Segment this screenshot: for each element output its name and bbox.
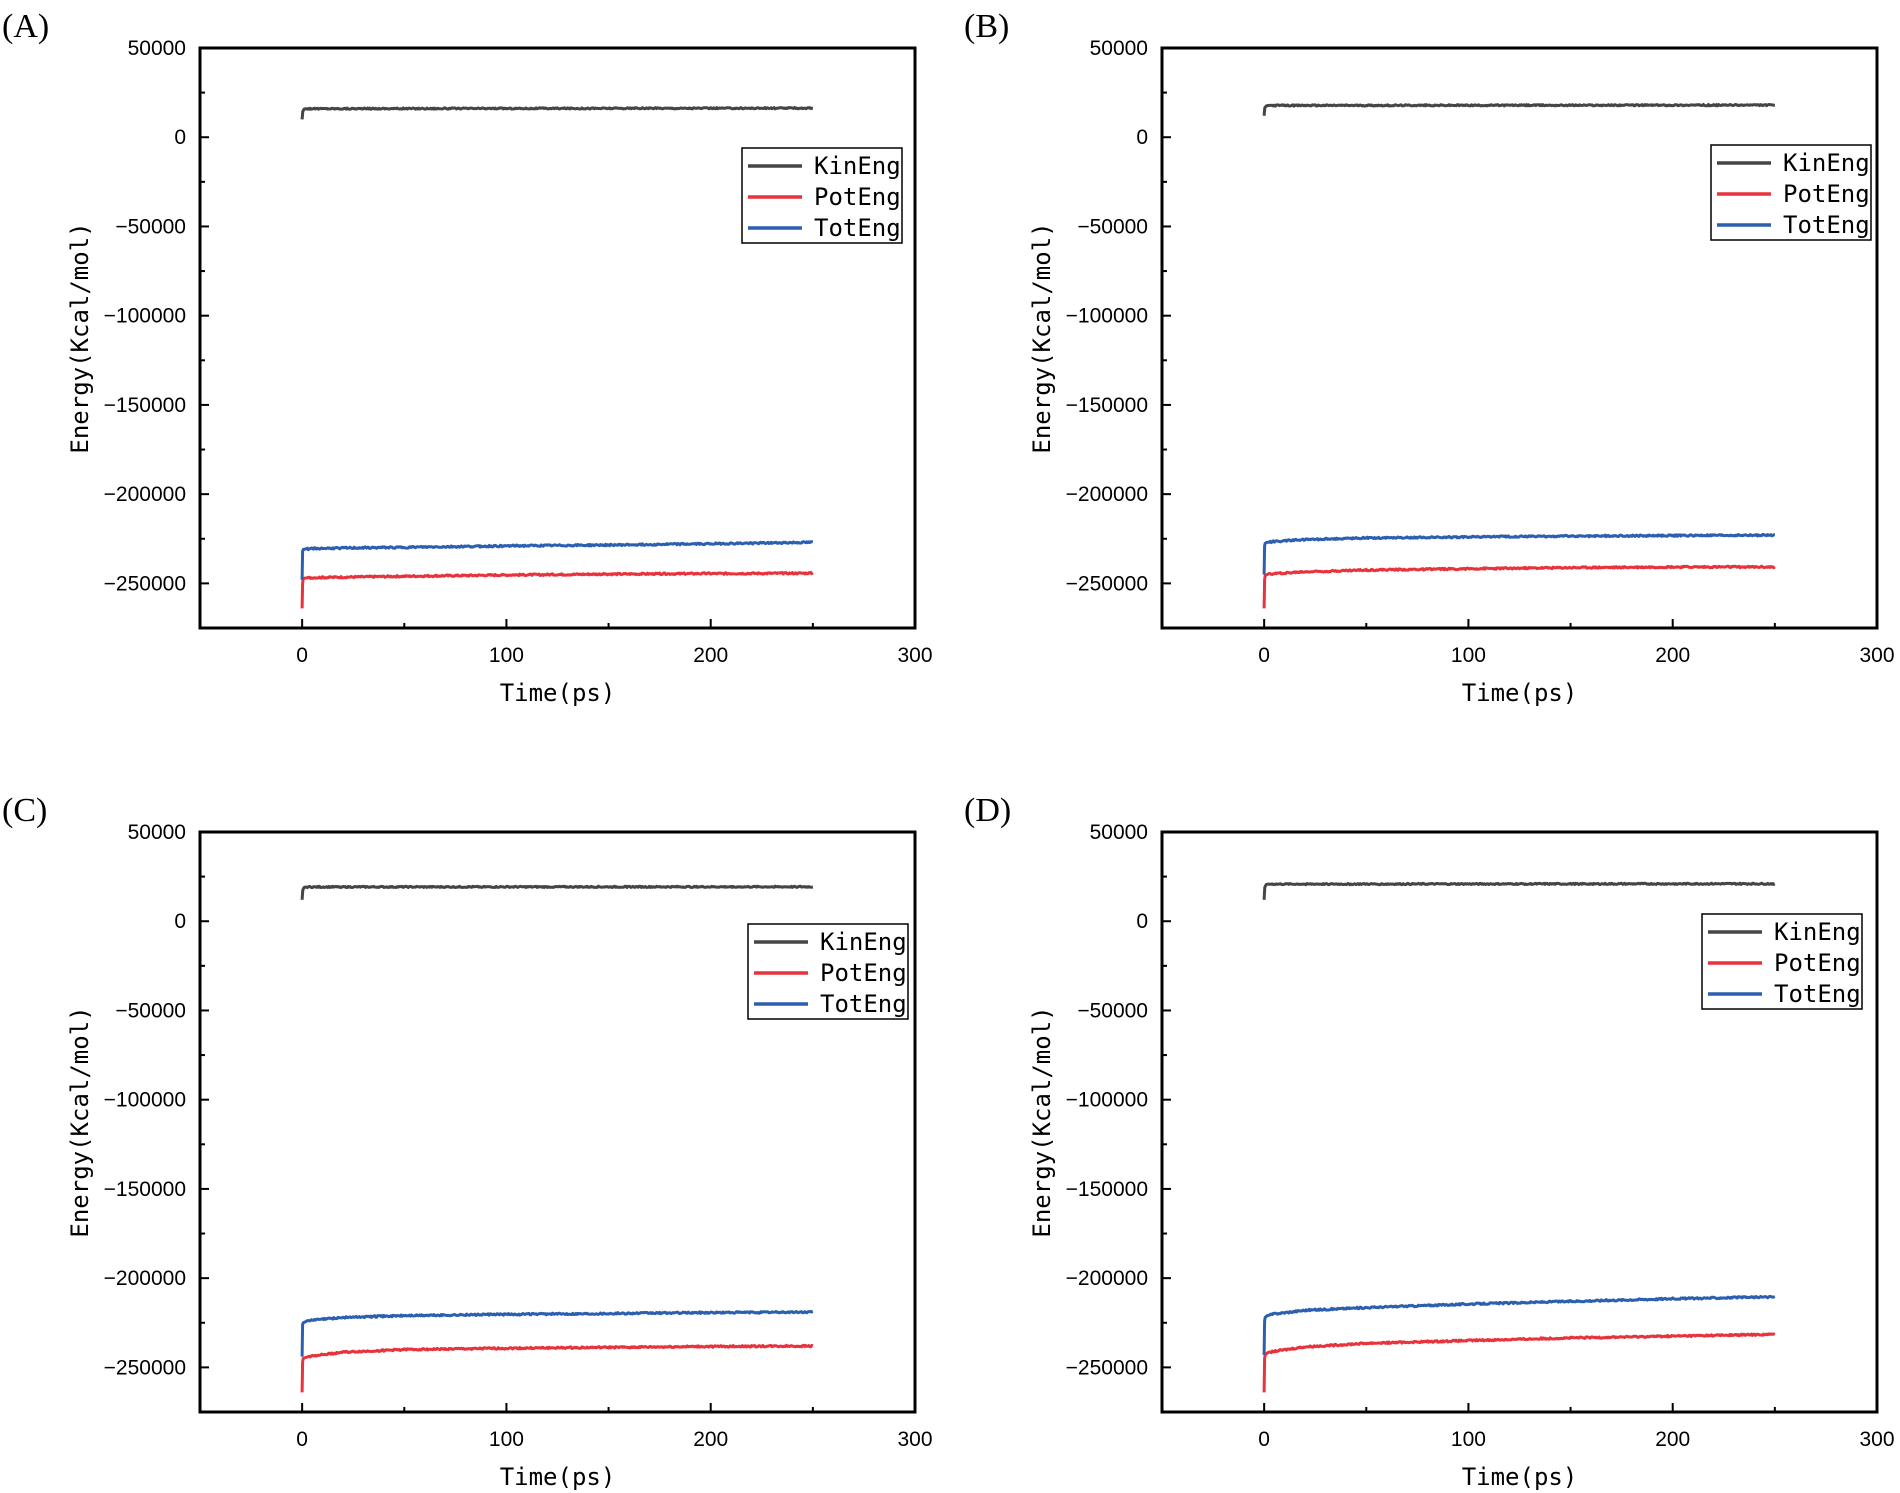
legend-label-poteng: PotEng <box>1783 180 1870 208</box>
y-tick-label: −150000 <box>104 394 186 417</box>
x-tick-label: 300 <box>1859 1428 1894 1451</box>
y-tick-label: −200000 <box>1066 483 1148 506</box>
x-tick-label: 0 <box>296 1428 308 1451</box>
y-tick-label: −50000 <box>1077 999 1148 1022</box>
panel-label: (B) <box>964 8 1009 45</box>
x-axis-title: Time(ps) <box>1462 1463 1578 1491</box>
series-line-kineng <box>300 884 814 900</box>
y-tick-label: −50000 <box>115 999 186 1022</box>
x-axis-title: Time(ps) <box>500 679 616 707</box>
series-line-poteng <box>300 1343 814 1393</box>
x-tick-label: 300 <box>1859 644 1894 667</box>
y-tick-label: 0 <box>1136 126 1148 149</box>
legend: KinEng PotEng TotEng <box>1710 144 1872 241</box>
y-tick-label: −200000 <box>104 1267 186 1290</box>
chart-panel-2: (B) 50000 0 −50000 −100000 −150000 −200000 −250… <box>964 8 1895 707</box>
x-tick-label: 0 <box>1258 1428 1270 1451</box>
panel-label: (A) <box>2 8 49 45</box>
y-tick-label: 50000 <box>128 37 186 60</box>
x-tick-label: 100 <box>1451 1428 1486 1451</box>
legend-label-kineng: KinEng <box>1783 149 1870 177</box>
x-tick-label: 0 <box>1258 644 1270 667</box>
y-tick-label: −100000 <box>1066 305 1148 328</box>
plot-frame <box>1160 46 1879 630</box>
series-line-poteng <box>300 570 814 609</box>
y-tick-label: 50000 <box>128 821 186 844</box>
plot-frame <box>198 830 917 1414</box>
y-tick-label: −250000 <box>1066 572 1148 595</box>
x-tick-label: 200 <box>693 644 728 667</box>
panel-label: (D) <box>964 792 1011 829</box>
y-tick-label: −150000 <box>1066 1178 1148 1201</box>
panel-label: (C) <box>2 792 47 829</box>
y-tick-label: −50000 <box>115 215 186 238</box>
series-line-toteng <box>1262 533 1776 575</box>
y-tick-label: −150000 <box>1066 394 1148 417</box>
series-line-toteng <box>300 1309 814 1357</box>
y-tick-label: 50000 <box>1090 821 1148 844</box>
series-line-toteng <box>300 540 814 580</box>
x-axis-title: Time(ps) <box>1462 679 1578 707</box>
legend: KinEng PotEng TotEng <box>1701 913 1863 1010</box>
chart-panel-1: (A) 50000 0 −50000 −100000 −150000 −200000 −250… <box>2 8 933 707</box>
x-tick-label: 200 <box>1655 1428 1690 1451</box>
x-tick-label: 200 <box>1655 644 1690 667</box>
chart-panel-3: (C) 50000 0 −50000 −100000 −150000 −200000 −250… <box>2 792 933 1491</box>
x-tick-label: 100 <box>1451 644 1486 667</box>
y-axis-title: Energy(Kcal/mol) <box>66 222 94 453</box>
x-tick-label: 0 <box>296 644 308 667</box>
plot-frame <box>1160 830 1879 1414</box>
legend-label-toteng: TotEng <box>814 214 901 242</box>
y-tick-label: −250000 <box>1066 1356 1148 1379</box>
legend-label-toteng: TotEng <box>1774 980 1861 1008</box>
series-line-kineng <box>1262 103 1776 116</box>
chart-panel-4: (D) 50000 0 −50000 −100000 −150000 −200000 −250… <box>964 792 1895 1491</box>
x-tick-label: 100 <box>489 1428 524 1451</box>
legend-label-kineng: KinEng <box>1774 918 1861 946</box>
legend: KinEng PotEng TotEng <box>741 147 903 244</box>
legend-label-poteng: PotEng <box>1774 949 1861 977</box>
series-line-poteng <box>1262 564 1776 609</box>
x-tick-label: 300 <box>897 1428 932 1451</box>
y-tick-label: −150000 <box>104 1178 186 1201</box>
legend: KinEng PotEng TotEng <box>747 923 909 1020</box>
y-axis-title: Energy(Kcal/mol) <box>1028 1006 1056 1237</box>
y-tick-label: −50000 <box>1077 215 1148 238</box>
series-line-kineng <box>1262 881 1776 900</box>
y-tick-label: −100000 <box>104 1089 186 1112</box>
x-tick-label: 200 <box>693 1428 728 1451</box>
x-tick-label: 100 <box>489 644 524 667</box>
y-axis-title: Energy(Kcal/mol) <box>66 1006 94 1237</box>
y-tick-label: 0 <box>1136 910 1148 933</box>
legend-label-kineng: KinEng <box>814 152 901 180</box>
y-tick-label: −200000 <box>104 483 186 506</box>
legend-label-poteng: PotEng <box>814 183 901 211</box>
series-line-toteng <box>1262 1294 1776 1355</box>
x-axis-title: Time(ps) <box>500 1463 616 1491</box>
series-line-poteng <box>1262 1332 1776 1393</box>
y-tick-label: −100000 <box>104 305 186 328</box>
y-axis-title: Energy(Kcal/mol) <box>1028 222 1056 453</box>
y-tick-label: 0 <box>174 910 186 933</box>
legend-label-toteng: TotEng <box>1783 211 1870 239</box>
y-tick-label: −100000 <box>1066 1089 1148 1112</box>
y-tick-label: −250000 <box>104 572 186 595</box>
legend-label-poteng: PotEng <box>820 959 907 987</box>
legend-label-kineng: KinEng <box>820 928 907 956</box>
y-tick-label: −250000 <box>104 1356 186 1379</box>
y-tick-label: 50000 <box>1090 37 1148 60</box>
x-tick-label: 300 <box>897 644 932 667</box>
plot-frame <box>198 46 917 630</box>
legend-label-toteng: TotEng <box>820 990 907 1018</box>
y-tick-label: −200000 <box>1066 1267 1148 1290</box>
series-line-kineng <box>300 106 814 120</box>
y-tick-label: 0 <box>174 126 186 149</box>
